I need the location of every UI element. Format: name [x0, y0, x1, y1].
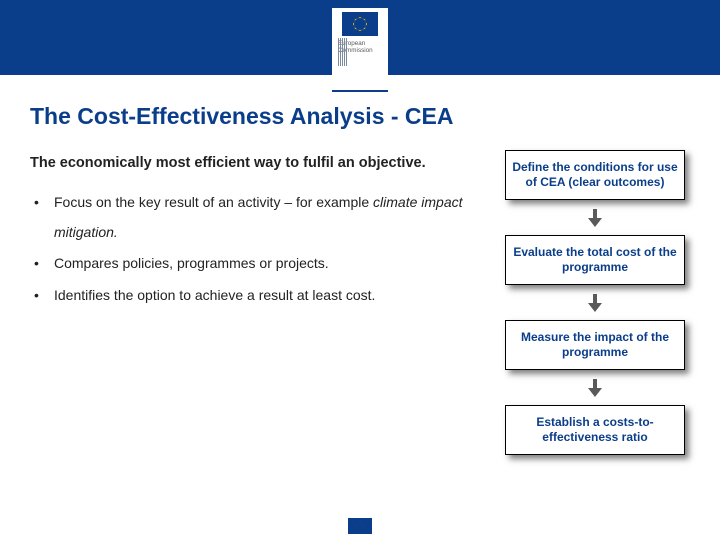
intro-text: The economically most efficient way to f…: [30, 148, 478, 178]
flow-step-4: Establish a costs-to-effectiveness ratio: [505, 405, 685, 455]
page-title: The Cost-Effectiveness Analysis - CEA: [30, 103, 690, 130]
flow-step-2: Evaluate the total cost of the programme: [505, 235, 685, 285]
logo-stripes-icon: [338, 38, 348, 66]
flow-step-3: Measure the impact of the programme: [505, 320, 685, 370]
flow-step-1: Define the conditions for use of CEA (cl…: [505, 150, 685, 200]
bullet-list: Focus on the key result of an activity –…: [30, 188, 478, 310]
content-area: The Cost-Effectiveness Analysis - CEA Th…: [0, 75, 720, 465]
list-item: Compares policies, programmes or project…: [30, 249, 478, 278]
arrow-down-icon: [588, 294, 602, 312]
left-column: The economically most efficient way to f…: [30, 148, 478, 455]
ec-logo: European Commission: [332, 8, 388, 92]
arrow-down-icon: [588, 379, 602, 397]
list-item: Focus on the key result of an activity –…: [30, 188, 478, 247]
header-band: European Commission: [0, 0, 720, 75]
list-item: Identifies the option to achieve a resul…: [30, 281, 478, 310]
flow-column: Define the conditions for use of CEA (cl…: [500, 148, 690, 455]
footer-flag-icon: [348, 518, 372, 534]
arrow-down-icon: [588, 209, 602, 227]
eu-flag-icon: [342, 12, 378, 36]
